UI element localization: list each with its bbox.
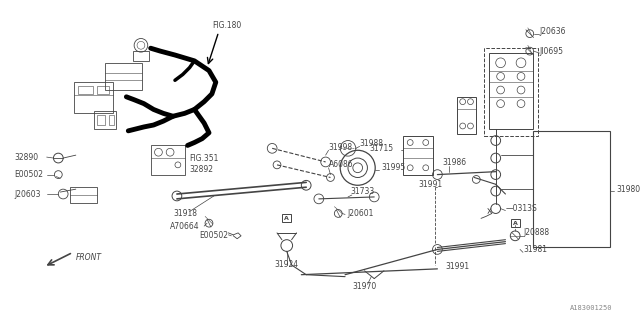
Text: 31980: 31980 bbox=[616, 185, 640, 194]
Text: A183001250: A183001250 bbox=[570, 305, 612, 311]
Text: E00502: E00502 bbox=[15, 170, 44, 179]
Text: FIG.351: FIG.351 bbox=[189, 154, 219, 163]
Text: 31991: 31991 bbox=[445, 262, 469, 271]
Text: J20636: J20636 bbox=[540, 27, 566, 36]
Text: 31991: 31991 bbox=[418, 180, 442, 189]
Bar bbox=[484, 48, 538, 136]
Bar bbox=[97, 86, 109, 94]
Text: FIG.180: FIG.180 bbox=[212, 21, 241, 30]
Text: J20601: J20601 bbox=[347, 209, 373, 218]
Text: 31918: 31918 bbox=[173, 209, 197, 218]
Bar bbox=[133, 51, 148, 61]
Text: 31970: 31970 bbox=[353, 282, 377, 291]
Bar bbox=[78, 86, 93, 94]
Text: J20603: J20603 bbox=[15, 189, 41, 198]
Bar bbox=[150, 145, 185, 175]
Text: 31981: 31981 bbox=[523, 245, 547, 254]
Bar bbox=[511, 219, 520, 227]
Bar bbox=[403, 136, 433, 175]
Text: A6086: A6086 bbox=[328, 160, 353, 169]
Bar bbox=[489, 53, 532, 129]
Text: A70664: A70664 bbox=[170, 221, 200, 231]
Text: —0313S: —0313S bbox=[506, 204, 537, 213]
Bar bbox=[94, 111, 116, 129]
Bar bbox=[457, 97, 476, 134]
Text: A: A bbox=[284, 216, 289, 221]
Text: JI0695: JI0695 bbox=[540, 47, 563, 56]
Text: E00502: E00502 bbox=[199, 231, 228, 240]
Bar bbox=[109, 115, 114, 125]
Bar bbox=[105, 63, 142, 90]
Text: J20888: J20888 bbox=[523, 228, 549, 237]
Text: 31733: 31733 bbox=[350, 187, 374, 196]
Text: 31995: 31995 bbox=[381, 163, 405, 172]
Bar bbox=[282, 214, 291, 222]
Text: FRONT: FRONT bbox=[76, 253, 102, 262]
Text: 31924: 31924 bbox=[274, 260, 298, 269]
Text: A: A bbox=[513, 221, 518, 226]
Text: 31715: 31715 bbox=[369, 144, 394, 153]
Text: 32892: 32892 bbox=[189, 165, 214, 174]
Bar bbox=[74, 82, 113, 113]
Text: 31998: 31998 bbox=[328, 143, 353, 152]
Bar bbox=[532, 131, 611, 247]
Bar bbox=[70, 187, 97, 203]
Text: 31986: 31986 bbox=[442, 158, 467, 167]
Bar bbox=[97, 115, 105, 125]
Text: 32890: 32890 bbox=[15, 153, 38, 162]
Text: 31988: 31988 bbox=[360, 139, 383, 148]
